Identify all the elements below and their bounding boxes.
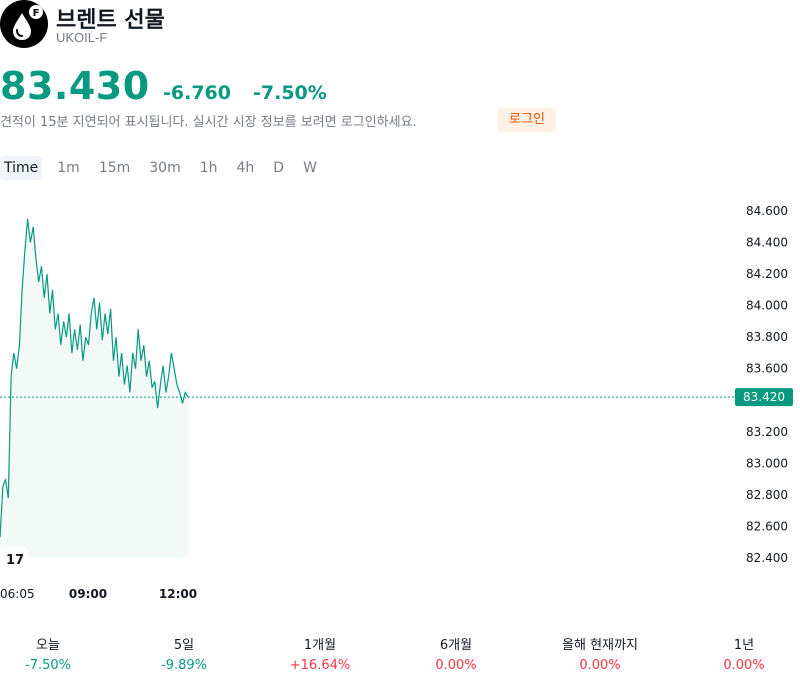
period-value: +16.64% [289,658,351,673]
tab-time[interactable]: Time [0,156,43,180]
price-area-fill [0,218,188,558]
logo-badge-letter: F [33,8,40,19]
y-tick-label: 84.000 [746,299,788,313]
tab-d[interactable]: D [273,160,285,176]
y-tick-label: 84.200 [746,267,788,281]
svg-text:17: 17 [6,553,24,568]
period-ytd[interactable]: 올해 현재까지 0.00% [545,634,655,673]
chart-plot-area[interactable] [0,218,736,558]
price-change-percent: -7.50% [253,82,327,104]
symbol-title: 브렌트 선물 [56,8,165,33]
y-tick-label: 84.400 [746,236,788,250]
tab-30m[interactable]: 30m [149,160,181,176]
time-axis[interactable]: 06:05 09:00 12:00 [0,587,197,601]
x-tick-label: 09:00 [69,587,107,601]
tab-w[interactable]: W [303,160,317,176]
period-today[interactable]: 오늘 -7.50% [0,634,103,673]
y-tick-label: 83.200 [746,425,788,439]
x-tick-label: 06:05 [0,587,35,601]
period-value: -9.89% [161,658,207,673]
period-label: 올해 현재까지 [562,638,638,653]
current-price-label: 83.420 [743,390,785,404]
y-tick-label: 83.000 [746,456,788,470]
period-value: 0.00% [435,658,477,673]
y-tick-label: 82.800 [746,488,788,502]
period-label: 오늘 [36,638,60,653]
tab-1m[interactable]: 1m [57,160,80,176]
y-tick-label: 83.600 [746,362,788,376]
price-line [0,218,189,538]
last-price: 83.430 [0,64,150,108]
interval-tabs: Time 1m 15m 30m 1h 4h D W [0,156,332,180]
period-value: -7.50% [25,658,71,673]
symbol-ticker: UKOIL-F [56,30,108,45]
tab-4h[interactable]: 4h [236,160,255,176]
oil-drop-icon: F [13,5,43,40]
current-price-tag [735,388,793,407]
y-tick-label: 82.600 [746,519,788,533]
period-label: 5일 [173,638,195,653]
x-tick-label: 12:00 [159,587,197,601]
tradingview-logo[interactable]: 17 [0,547,28,571]
period-label: 1년 [733,638,755,653]
period-label: 1개월 [303,638,337,653]
period-label: 6개월 [439,638,473,653]
period-5d[interactable]: 5일 -9.89% [129,634,239,673]
period-1m[interactable]: 1개월 +16.64% [265,634,375,673]
login-button[interactable]: 로그인 [498,108,556,132]
price-chart[interactable]: 83.420 84.600 84.400 84.200 84.000 83.800 83.6… [0,190,800,610]
period-value: 0.00% [723,658,765,673]
y-tick-label: 83.800 [746,330,788,344]
price-axis[interactable]: 83.420 84.600 84.400 84.200 84.000 83.800 83.6… [735,204,793,565]
period-1y[interactable]: 1년 0.00% [689,634,799,673]
y-tick-label: 84.600 [746,204,788,218]
period-value: 0.00% [579,658,621,673]
performance-periods: 오늘 -7.50% 5일 -9.89% 1개월 +16.64% 6개월 0.00… [0,634,800,674]
y-tick-label: 82.400 [746,551,788,565]
symbol-logo: F [0,0,48,48]
tab-1h[interactable]: 1h [199,160,218,176]
delay-notice: 견적이 15분 지연되어 표시됩니다. 실시간 시장 정보를 보려면 로그인하세… [0,115,417,130]
period-6m[interactable]: 6개월 0.00% [401,634,511,673]
tab-15m[interactable]: 15m [98,160,131,176]
price-change: -6.760 [163,82,231,104]
